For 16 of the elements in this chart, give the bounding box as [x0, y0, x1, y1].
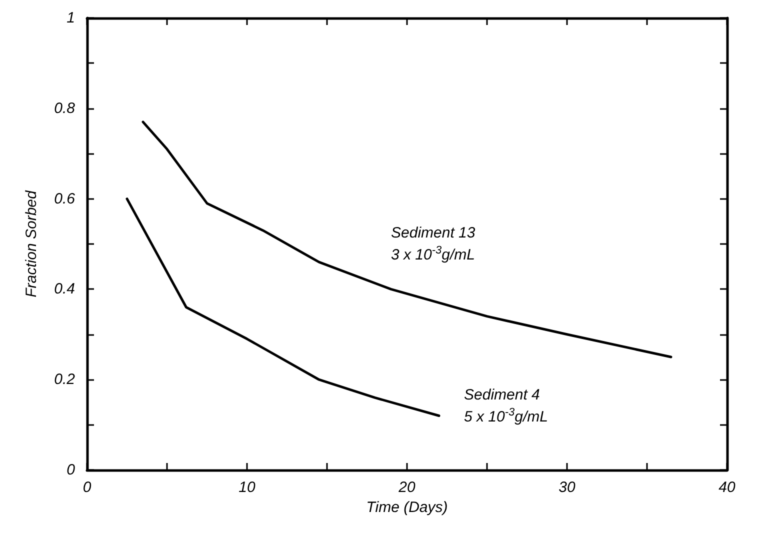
y-tick-label: 0.6 [54, 190, 76, 208]
y-tick-label: 1 [66, 10, 75, 26]
x-tick-label: 10 [238, 479, 256, 496]
x-tick-label: 0 [82, 479, 92, 496]
x-tick-label: 30 [558, 479, 576, 496]
y-tick-label: 0 [66, 462, 76, 478]
x-tick-label: 20 [398, 479, 416, 496]
line-series [142, 120, 672, 358]
y-tick-label: 0.4 [54, 280, 75, 298]
y-tick-label: 0.2 [54, 371, 76, 388]
y-tick-label: 0.8 [54, 100, 76, 117]
x-tick-label: 40 [718, 479, 736, 496]
x-axis-title: Time (Days) [366, 499, 448, 516]
y-axis-title: Fraction Sorbed [23, 190, 40, 298]
text: Sediment 13 [391, 224, 476, 242]
series-label: Sediment 4 [464, 386, 540, 404]
